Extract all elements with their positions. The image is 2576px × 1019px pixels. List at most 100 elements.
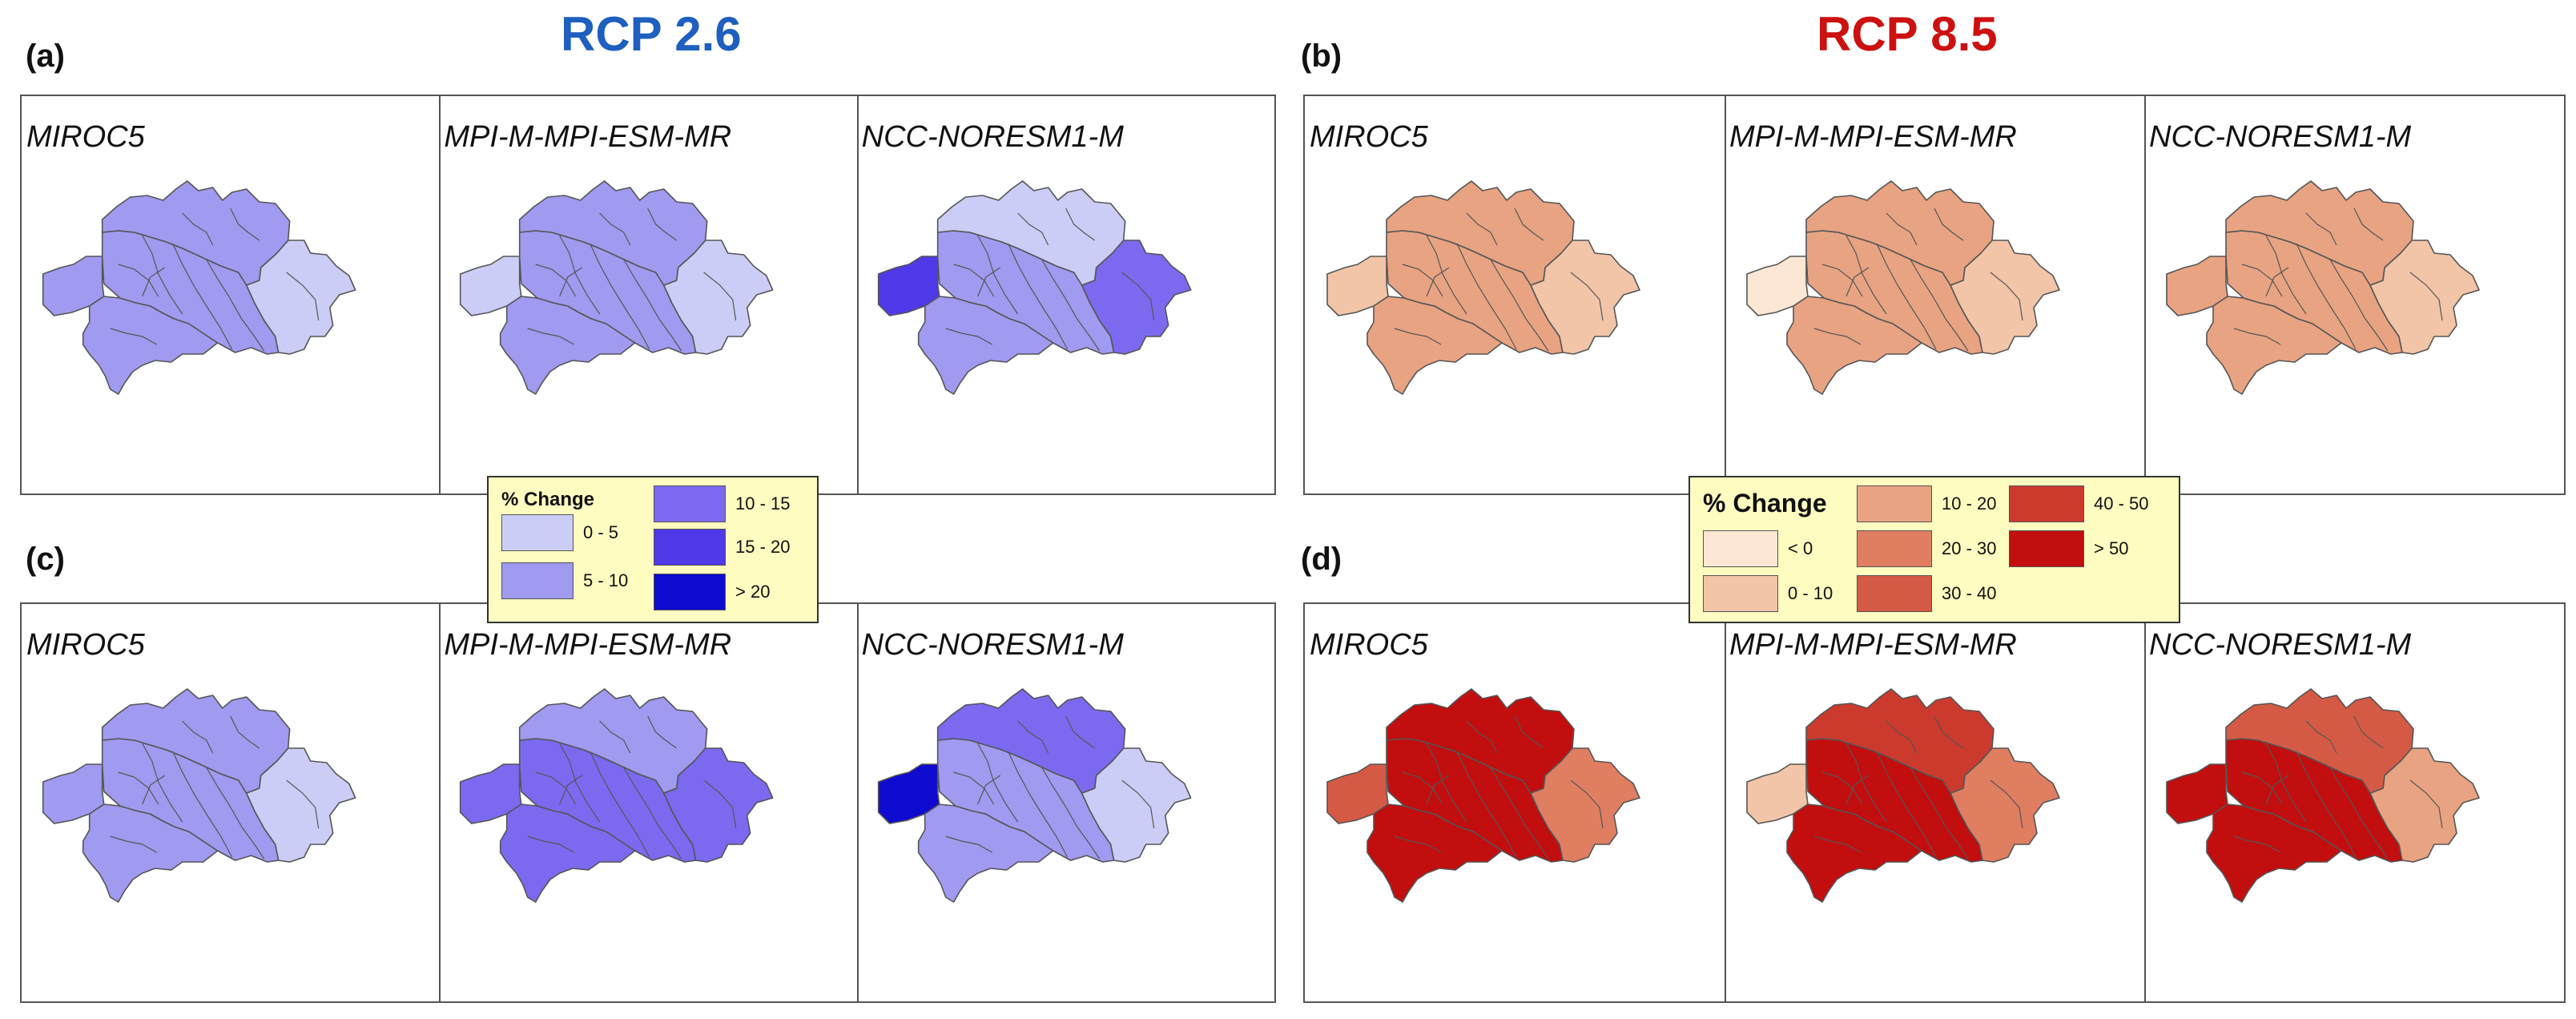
region-east [1530,240,1640,355]
map-panel-a-3: NCC-NORESM1-M [857,96,1274,493]
region-east [663,747,774,863]
legend-label: 40 - 50 [2094,493,2149,514]
model-label: NCC-NORESM1-M [861,120,1124,154]
region-west [460,763,522,824]
region-north [1805,180,1994,286]
sub-basin-boundary [2233,328,2281,345]
sub-basin-boundary [1821,264,1863,297]
map-panel-c-2: MPI-M-MPI-ESM-MR [439,604,859,1001]
sub-basin-boundary [599,212,631,246]
sub-basin-boundary [647,207,678,241]
sub-basin-boundary [559,235,601,315]
sub-basin-boundary [976,775,1000,805]
title-rcp26: RCP 2.6 [561,7,742,61]
sub-basin-boundary [1007,751,1068,858]
sub-basin-boundary [1426,775,1450,805]
region-north [2225,688,2414,794]
region-east [245,747,356,863]
legend-label: 20 - 30 [1942,538,1997,558]
sub-basin-boundary [2329,767,2389,860]
region-east [2369,240,2480,355]
sub-basin-boundary [1934,715,1964,749]
sub-basin-boundary [647,715,678,749]
region-north [1386,688,1575,794]
model-label: NCC-NORESM1-M [861,628,1124,662]
sub-basin-boundary [1007,243,1068,350]
region-north [519,180,708,286]
sub-basin-boundary [1121,272,1154,321]
sub-basin-boundary [2233,836,2281,853]
legend-swatch [2009,530,2084,567]
sub-basin-boundary [1934,207,1964,241]
sub-basin-boundary [2409,272,2443,321]
sub-basin-boundary [142,267,165,297]
sub-basin-boundary [142,235,183,315]
legend-item: 0 - 10 [1703,575,1833,612]
region-map [1746,688,2060,903]
map-panel-d-3: NCC-NORESM1-M [2144,604,2564,1001]
sub-basin-boundary [2305,720,2337,754]
legend-label: 0 - 10 [1788,583,1833,603]
legend-swatch [1703,575,1778,612]
sub-basin-boundary [1040,767,1100,860]
legend-item: 5 - 10 [501,562,628,599]
model-label: MPI-M-MPI-ESM-MR [444,120,732,154]
sub-basin-boundary [1065,207,1095,241]
region-map [2166,180,2480,395]
sub-basin-boundary [1016,720,1049,754]
sub-basin-boundary [527,328,575,345]
sub-basin-boundary [1910,259,1969,352]
sub-basin-boundary [1394,328,1442,345]
map-group-b: MIROC5 MPI-M-MPI-ESM-MR NCC-NORESM1-M [1303,95,2566,495]
map-panel-a-1: MIROC5 [22,96,441,493]
model-label: MIROC5 [26,628,145,662]
sub-basin-boundary [527,836,575,853]
sub-basin-boundary [286,779,320,829]
sub-basin-boundary [1845,267,1870,297]
legend-label: > 50 [2094,538,2129,558]
sub-basin-boundary [1426,267,1450,297]
sub-basin-boundary [2353,715,2384,749]
sub-basin-boundary [2305,212,2337,246]
map-panel-b-1: MIROC5 [1305,96,1726,493]
model-label: NCC-NORESM1-M [2149,120,2412,154]
sub-basin-boundary [1490,259,1549,352]
region-north [2225,180,2414,286]
legend-rcp26: % Change 0 - 5 5 - 10 10 - 15 15 - 20 > 20 [487,476,819,623]
region-map [1326,180,1640,395]
panel-label-d: (d) [1301,542,1342,577]
sub-basin-boundary [599,720,631,754]
sub-basin-boundary [2241,771,2283,805]
legend-label: 15 - 20 [735,537,791,557]
sub-basin-boundary [230,207,260,241]
sub-basin-boundary [1456,751,1517,858]
map-panel-d-2: MPI-M-MPI-ESM-MR [1725,604,2146,1001]
map-panel-d-1: MIROC5 [1305,604,1726,1001]
sub-basin-boundary [535,771,577,805]
sub-basin-boundary [182,212,214,246]
legend-swatch [501,514,574,551]
region-east [1950,747,2060,863]
model-label: MIROC5 [1310,120,1428,154]
sub-basin-boundary [1456,243,1517,350]
map-group-d: MIROC5 MPI-M-MPI-ESM-MR NCC-NORESM1-M [1303,602,2566,1003]
legend-item: 10 - 15 [654,485,791,522]
model-label: MIROC5 [26,120,145,154]
legend-item: 10 - 20 [1857,485,1997,522]
model-label: MPI-M-MPI-ESM-MR [1729,120,2017,154]
sub-basin-boundary [2296,751,2357,858]
legend-rcp85-title: % Change [1703,489,1827,518]
sub-basin-boundary [2265,743,2307,823]
region-north [101,180,291,286]
sub-basin-boundary [1394,836,1442,853]
region-west [1326,256,1389,316]
region-east [1081,747,1192,863]
sub-basin-boundary [142,743,183,823]
sub-basin-boundary [976,267,1000,297]
region-west [2166,763,2228,824]
legend-label: 10 - 20 [1942,493,1997,514]
sub-basin-boundary [230,715,260,749]
sub-basin-boundary [559,743,601,823]
region-east [663,240,774,355]
legend-item: < 0 [1703,530,1813,567]
